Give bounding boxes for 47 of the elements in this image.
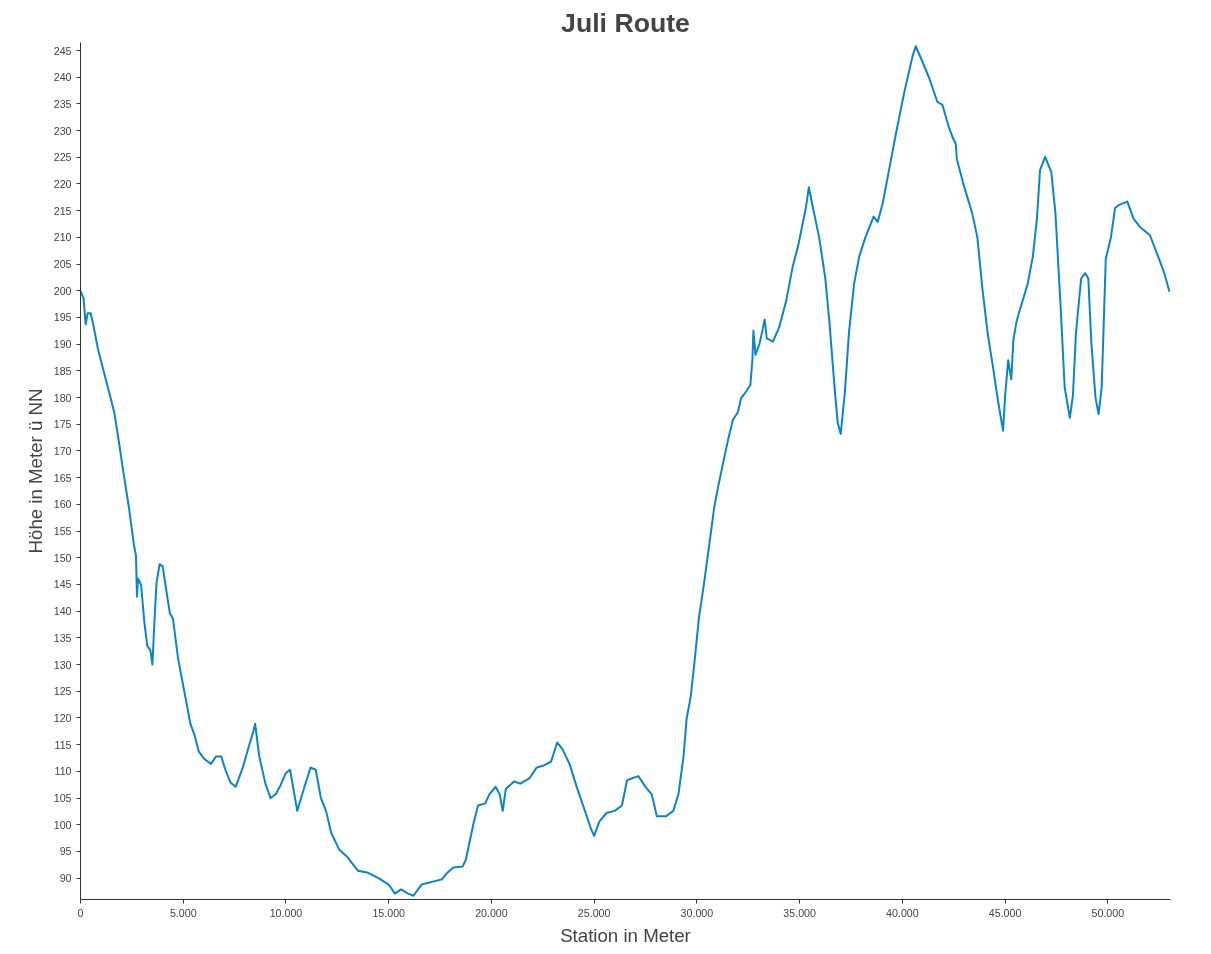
y-tick-label: 130 [53, 658, 72, 671]
y-tick-label: 170 [53, 444, 72, 457]
x-tick-label: 50.000 [1091, 906, 1125, 919]
y-tick-label: 90 [59, 872, 72, 885]
y-tick-label: 145 [53, 578, 72, 591]
x-tick-label: 30.000 [680, 906, 714, 919]
chart-title: Juli Route [561, 7, 690, 38]
x-tick-label: 5.000 [169, 906, 197, 919]
y-tick-label: 245 [53, 44, 72, 57]
x-tick-label: 10.000 [269, 906, 303, 919]
y-axis-title: Höhe in Meter ü NN [24, 388, 46, 554]
y-tick-label: 185 [53, 364, 72, 377]
x-tick-label: 45.000 [988, 906, 1022, 919]
y-tick-label: 240 [53, 71, 72, 84]
x-tick-label: 20.000 [475, 906, 508, 919]
y-tick-label: 100 [53, 818, 72, 831]
y-tick-label: 200 [53, 284, 72, 297]
y-tick-label: 95 [59, 845, 72, 858]
x-tick-label: 0 [77, 906, 84, 919]
line-series [80, 45, 1171, 897]
y-tick-label: 175 [53, 418, 72, 431]
y-tick-label: 140 [53, 605, 72, 618]
x-tick-label: 40.000 [886, 906, 919, 919]
y-tick-label: 205 [53, 258, 72, 271]
x-tick-label: 15.000 [372, 906, 406, 919]
y-tick-label: 230 [53, 124, 72, 137]
y-tick-label: 125 [53, 685, 72, 698]
y-tick-label: 215 [53, 204, 72, 217]
y-tick-label: 235 [53, 97, 72, 110]
y-tick-label: 165 [53, 471, 72, 484]
y-tick-label: 225 [53, 151, 72, 164]
y-tick-label: 120 [53, 711, 72, 724]
x-tick-label: 35.000 [783, 906, 816, 919]
y-tick-label: 115 [54, 738, 72, 751]
y-tick-label: 150 [53, 551, 72, 564]
y-tick-label: 160 [53, 498, 72, 511]
y-tick-label: 210 [53, 231, 72, 244]
x-tick-label: 25.000 [577, 906, 611, 919]
y-tick-label: 220 [53, 178, 72, 190]
x-axis-title: Station in Meter [560, 924, 691, 946]
y-tick-label: 155 [53, 525, 72, 538]
y-tick-label: 190 [53, 338, 72, 351]
y-tick-label: 110 [54, 765, 72, 778]
y-tick-label: 195 [53, 311, 72, 324]
y-tick-label: 180 [53, 391, 72, 404]
y-tick-label: 105 [53, 792, 72, 805]
y-tick-label: 135 [53, 631, 72, 644]
